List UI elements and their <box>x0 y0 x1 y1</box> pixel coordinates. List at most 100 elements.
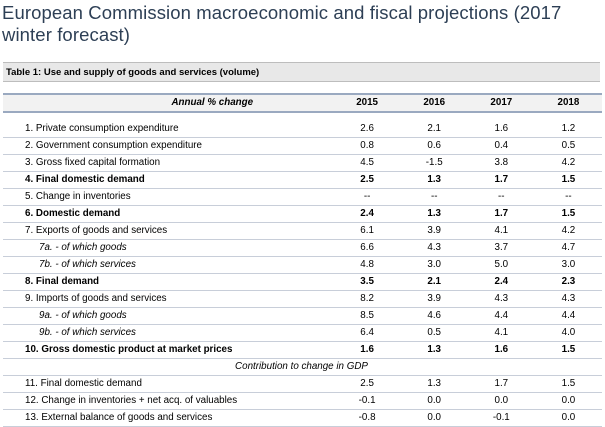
row-value: 0.6 <box>400 137 468 155</box>
row-value: 1.7 <box>467 171 535 189</box>
row-value: 1.3 <box>400 341 468 359</box>
row-value: -0.1 <box>333 392 401 410</box>
row-value: 1.5 <box>534 171 602 189</box>
row-value: 1.5 <box>534 205 602 223</box>
row-value: 4.0 <box>534 324 602 342</box>
row-label-text: 9a. - of which goods <box>39 310 127 321</box>
row-value: 0.4 <box>467 137 535 155</box>
row-value: 4.3 <box>534 290 602 308</box>
row-value: 2.4 <box>333 205 401 223</box>
page-title: European Commission macroeconomic and fi… <box>2 2 562 45</box>
row-label: 7b. - of which services <box>3 256 334 274</box>
table-row: 10. Gross domestic product at market pri… <box>3 341 602 359</box>
row-value: 1.7 <box>467 375 535 393</box>
row-value: 4.1 <box>467 222 535 240</box>
row-value: 4.3 <box>467 290 535 308</box>
row-value: 2.1 <box>400 121 468 138</box>
table-row: 1. Private consumption expenditure 2.6 2… <box>3 121 602 138</box>
row-label: 9a. - of which goods <box>3 307 334 325</box>
row-value: 8.2 <box>333 290 401 308</box>
row-value: 1.6 <box>467 341 535 359</box>
row-value: 4.3 <box>400 239 468 257</box>
row-value: 1.7 <box>467 205 535 223</box>
row-value: 3.7 <box>467 239 535 257</box>
row-value: 0.0 <box>400 392 468 410</box>
table-row: 7b. - of which services 4.8 3.0 5.0 3.0 <box>3 256 602 274</box>
row-value: 0.0 <box>534 392 602 410</box>
table-row: 12. Change in inventories + net acq. of … <box>3 392 602 410</box>
row-label: 11. Final domestic demand <box>3 375 334 393</box>
table-row: 9a. - of which goods 8.5 4.6 4.4 4.4 <box>3 307 602 325</box>
row-value: 3.5 <box>333 273 401 291</box>
row-value: -1.5 <box>400 154 468 172</box>
row-value: 1.3 <box>400 171 468 189</box>
row-value: -- <box>400 188 468 206</box>
row-value: 5.0 <box>467 256 535 274</box>
row-value: -- <box>467 188 535 206</box>
table-row: 7. Exports of goods and services 6.1 3.9… <box>3 222 602 240</box>
row-label: 12. Change in inventories + net acq. of … <box>3 392 334 410</box>
table-caption: Table 1: Use and supply of goods and ser… <box>3 62 600 82</box>
section-heading-row: Contribution to change in GDP <box>3 358 602 376</box>
row-value: 2.5 <box>333 171 401 189</box>
row-label: 7a. - of which goods <box>3 239 334 257</box>
row-value: 6.4 <box>333 324 401 342</box>
table-row: 7a. - of which goods 6.6 4.3 3.7 4.7 <box>3 239 602 257</box>
row-value: 4.2 <box>534 154 602 172</box>
row-value: -0.1 <box>467 409 535 427</box>
header-label: Annual % change <box>3 93 334 113</box>
row-value: 1.5 <box>534 375 602 393</box>
row-value: 1.6 <box>333 341 401 359</box>
row-value: 2.1 <box>400 273 468 291</box>
row-value: 4.1 <box>467 324 535 342</box>
row-value: 4.2 <box>534 222 602 240</box>
table-row: 8. Final demand 3.5 2.1 2.4 2.3 <box>3 273 602 291</box>
row-value: 0.5 <box>400 324 468 342</box>
row-label: 1. Private consumption expenditure <box>3 121 334 138</box>
row-value: 2.3 <box>534 273 602 291</box>
table-row: 3. Gross fixed capital formation 4.5 -1.… <box>3 154 602 172</box>
table-row: 4. Final domestic demand 2.5 1.3 1.7 1.5 <box>3 171 602 189</box>
row-value: 6.1 <box>333 222 401 240</box>
row-value: 3.0 <box>400 256 468 274</box>
header-year: 2018 <box>534 93 602 113</box>
row-value: -0.8 <box>333 409 401 427</box>
row-label: 7. Exports of goods and services <box>3 222 334 240</box>
row-value: 0.5 <box>534 137 602 155</box>
table-row: 11. Final domestic demand 2.5 1.3 1.7 1.… <box>3 375 602 393</box>
row-value: 2.4 <box>467 273 535 291</box>
table-row: 9b. - of which services 6.4 0.5 4.1 4.0 <box>3 324 602 342</box>
row-value: 0.0 <box>400 409 468 427</box>
table-row: 9. Imports of goods and services 8.2 3.9… <box>3 290 602 308</box>
table-row: 5. Change in inventories -- -- -- -- <box>3 188 602 206</box>
row-value: 1.3 <box>400 375 468 393</box>
header-year: 2017 <box>467 93 535 113</box>
row-value: 4.6 <box>400 307 468 325</box>
header-year: 2016 <box>400 93 468 113</box>
row-label: 9b. - of which services <box>3 324 334 342</box>
row-value: 1.6 <box>467 121 535 138</box>
row-label-text: 7b. - of which services <box>39 259 136 270</box>
row-value: 0.0 <box>534 409 602 427</box>
row-value: 0.0 <box>467 392 535 410</box>
row-value: 4.4 <box>467 307 535 325</box>
row-label: 13. External balance of goods and servic… <box>3 409 334 427</box>
row-value: 1.3 <box>400 205 468 223</box>
row-value: 3.8 <box>467 154 535 172</box>
row-value: 8.5 <box>333 307 401 325</box>
row-label: 9. Imports of goods and services <box>3 290 334 308</box>
header-year: 2015 <box>333 93 401 113</box>
row-label: 8. Final demand <box>3 273 334 291</box>
row-value: 4.5 <box>333 154 401 172</box>
table-header-row: Annual % change 2015 2016 2017 2018 <box>3 93 602 113</box>
row-value: 2.5 <box>333 375 401 393</box>
row-value: 1.2 <box>534 121 602 138</box>
row-value: 3.9 <box>400 290 468 308</box>
row-value: 4.8 <box>333 256 401 274</box>
row-label-text: 7a. - of which goods <box>39 242 127 253</box>
row-label-text: 9b. - of which services <box>39 327 136 338</box>
row-value: -- <box>534 188 602 206</box>
row-label: 5. Change in inventories <box>3 188 334 206</box>
row-value: 1.5 <box>534 341 602 359</box>
section-heading: Contribution to change in GDP <box>3 358 602 376</box>
